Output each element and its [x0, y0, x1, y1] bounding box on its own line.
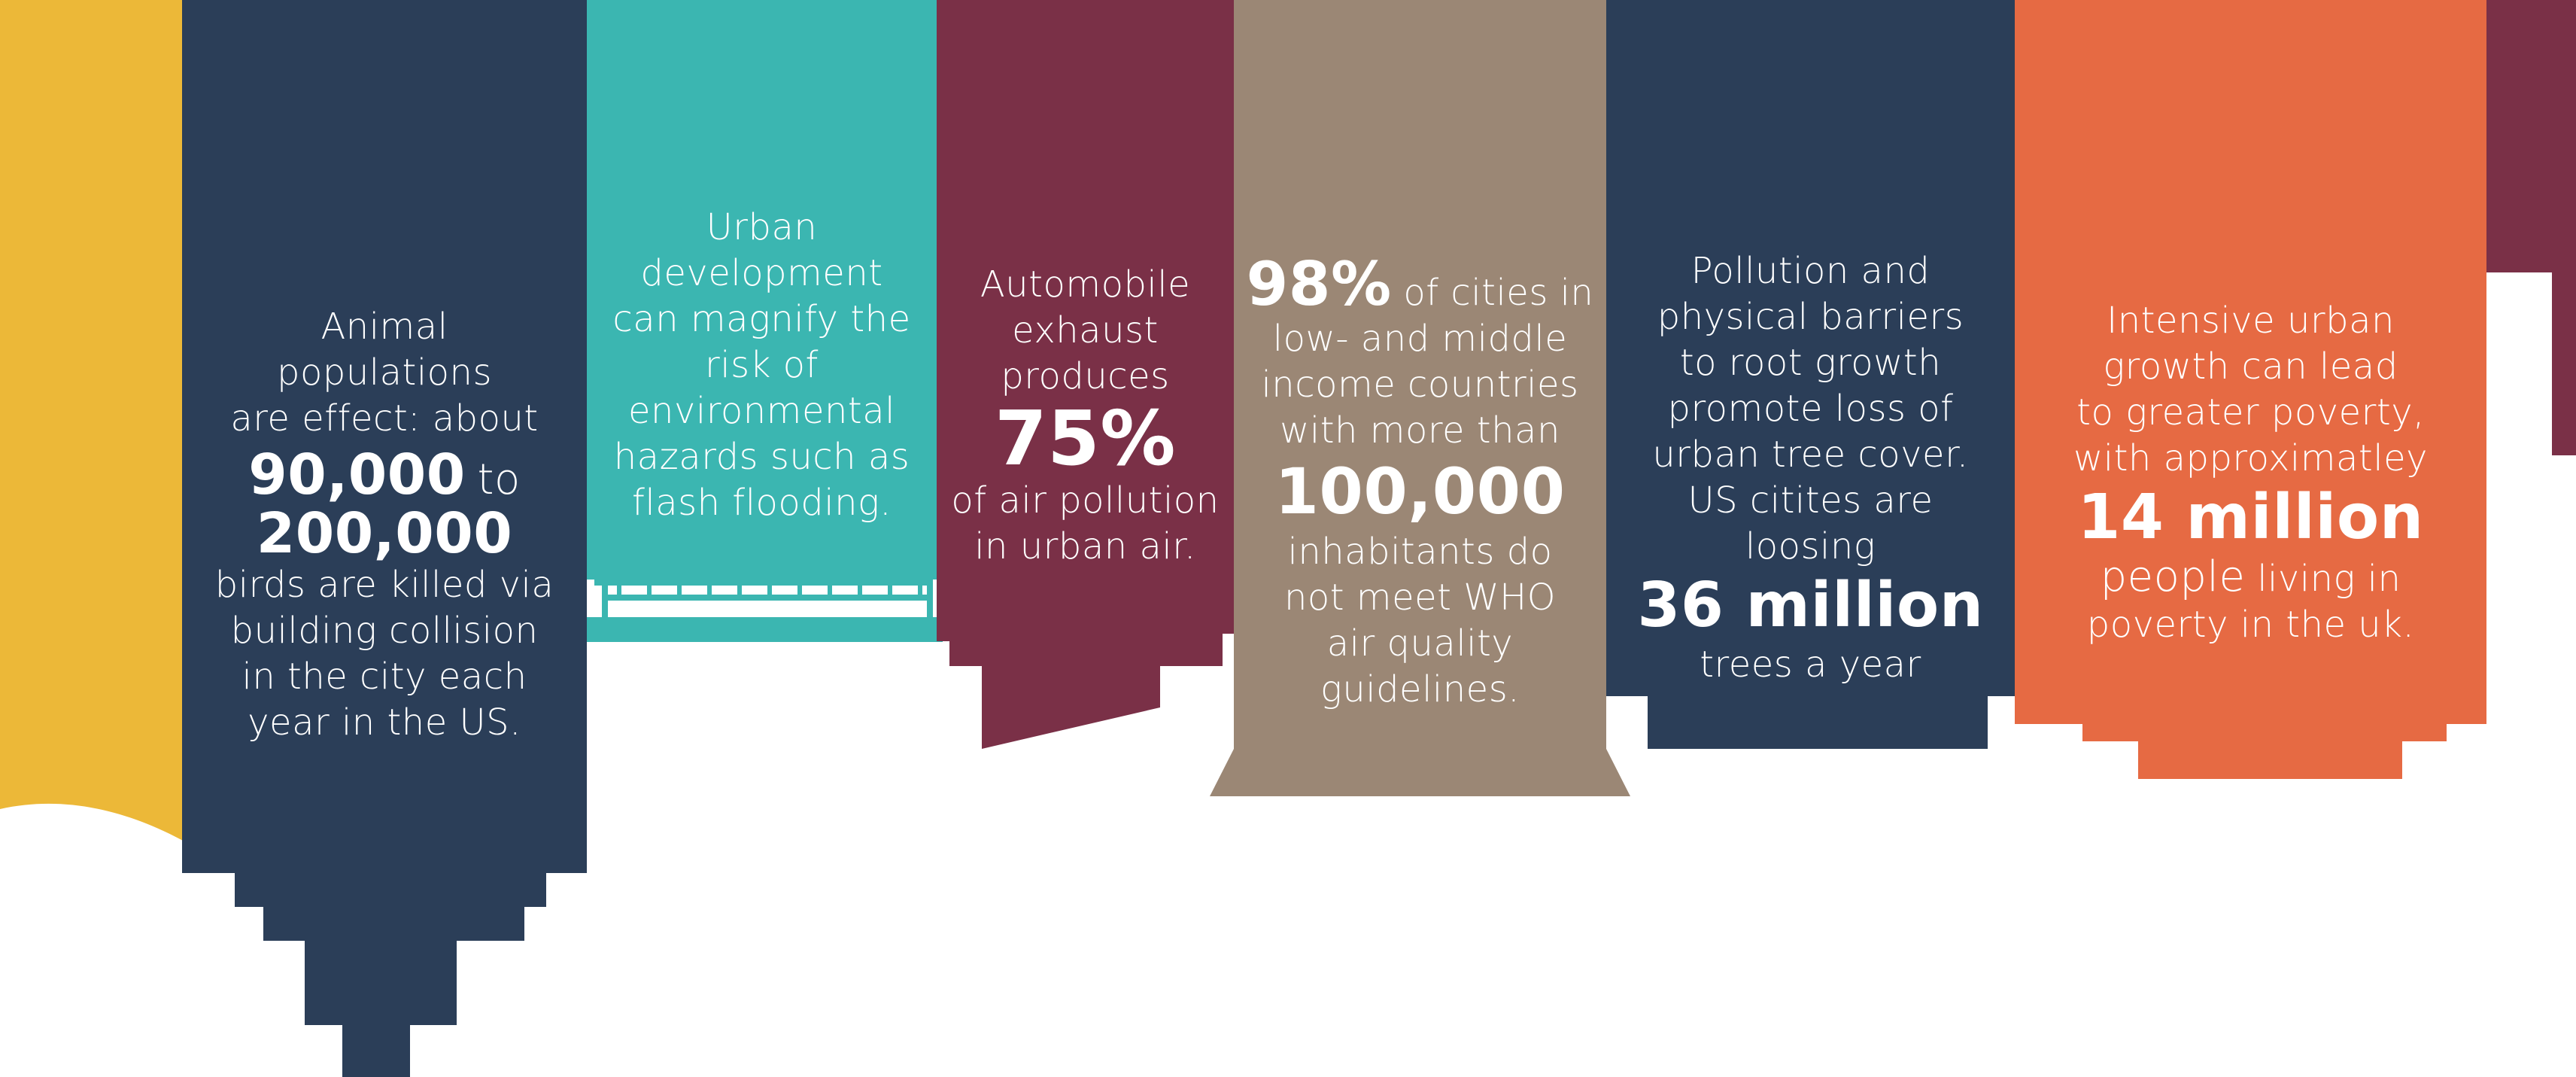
trees-outro-1: trees a year: [1700, 643, 1921, 686]
air-outro-3: air quality: [1326, 622, 1514, 665]
flooding-line-4: risk of: [705, 344, 819, 386]
trees-stat: 36 million: [1637, 570, 1984, 641]
birds-outro-1: birds are killed via: [214, 564, 554, 606]
flooding-line-1: Urban: [706, 206, 818, 248]
bridge-icon: [587, 578, 943, 642]
air-outro-1: inhabitants do: [1287, 531, 1553, 573]
exhaust-outro-1: of air pollution: [951, 479, 1220, 522]
poverty-people: people: [2100, 552, 2246, 601]
trees-intro-1: Pollution and: [1690, 250, 1930, 292]
birds-intro-3: are effect: about: [230, 397, 539, 440]
air-line1-rest: of cities in: [1403, 272, 1594, 314]
poverty-intro-1: Intensive urban: [2107, 300, 2395, 342]
birds-stat-a: 90,000: [248, 443, 466, 507]
flooding-fact: Urban development can magnify the risk o…: [587, 205, 937, 526]
trees-intro-2: physical barriers: [1657, 296, 1964, 338]
navy-building-right: [1606, 0, 2015, 749]
birds-fact: Animal populations are effect: about 90,…: [182, 304, 587, 746]
birds-joiner: to: [477, 455, 521, 504]
teal-panel: [587, 0, 937, 580]
air-intro-1: low- and middle: [1272, 318, 1568, 360]
poverty-people-line: people living in: [2015, 554, 2486, 602]
poverty-fact: Intensive urban growth can lead to great…: [2015, 298, 2486, 648]
maroon-edge-building: [2486, 0, 2576, 455]
trees-fact: Pollution and physical barriers to root …: [1606, 248, 2015, 688]
air-outro-4: guidelines.: [1320, 668, 1520, 710]
poverty-intro-4: with approximatley: [2073, 437, 2429, 479]
orange-building: [2015, 0, 2486, 779]
maroon-building: [937, 0, 1234, 749]
flooding-line-6: hazards such as: [613, 436, 910, 478]
birds-intro-1: Animal: [320, 306, 448, 348]
air-outro-2: not meet WHO: [1283, 577, 1557, 619]
exhaust-intro-1: Automobile: [980, 263, 1191, 306]
birds-stat-line: 90,000 to: [182, 446, 587, 505]
air-intro-2: income countries: [1261, 364, 1579, 406]
exhaust-fact: Automobile exhaust produces 75% of air p…: [937, 262, 1234, 570]
poverty-outro-1: poverty in the uk.: [2086, 604, 2415, 646]
birds-intro-2: populations: [277, 351, 492, 394]
trees-intro-6: US citites are: [1687, 479, 1934, 522]
air-stat-b: 100,000: [1274, 455, 1566, 528]
birds-outro-4: year in the US.: [248, 701, 521, 744]
poverty-stat: 14 million: [2077, 482, 2424, 553]
poverty-intro-3: to greater poverty,: [2076, 391, 2425, 434]
flooding-line-5: environmental: [628, 390, 895, 432]
exhaust-intro-3: produces: [1001, 355, 1170, 397]
flooding-line-7: flash flooding.: [631, 482, 892, 524]
birds-outro-2: building collision: [230, 610, 539, 652]
trees-intro-4: promote loss of: [1667, 388, 1954, 430]
air-stat-line: 98% of cities in: [1234, 254, 1606, 316]
navy-building-left: [182, 0, 587, 1077]
exhaust-stat: 75%: [995, 394, 1176, 482]
trees-intro-5: urban tree cover.: [1652, 434, 1969, 476]
poverty-intro-2: growth can lead: [2103, 345, 2398, 388]
trees-intro-7: loosing: [1745, 525, 1876, 567]
poverty-people-rest: living in: [2257, 558, 2401, 600]
birds-stat-b: 200,000: [256, 501, 513, 566]
taupe-monument: [1210, 0, 1630, 796]
flooding-line-2: development: [640, 252, 883, 294]
air-quality-fact: 98% of cities in low- and middle income …: [1234, 254, 1606, 713]
trees-intro-3: to root growth: [1679, 342, 1942, 384]
flooding-line-3: can magnify the: [612, 298, 911, 340]
exhaust-intro-2: exhaust: [1012, 309, 1159, 351]
exhaust-outro-2: in urban air.: [974, 525, 1196, 567]
air-stat-a: 98%: [1246, 249, 1392, 319]
birds-outro-3: in the city each: [242, 656, 527, 698]
yellow-strip: [0, 0, 184, 841]
air-intro-3: with more than: [1280, 409, 1560, 452]
